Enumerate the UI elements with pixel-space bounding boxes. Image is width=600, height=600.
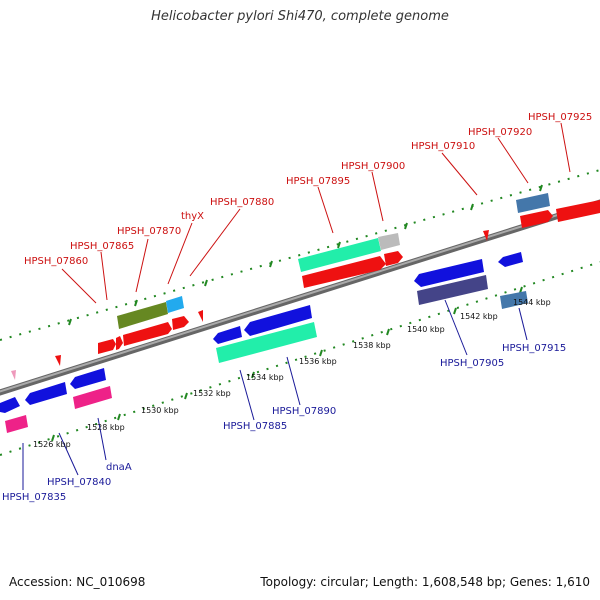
- top-labels: HPSH_07860 HPSH_07865 HPSH_07870 thyX HP…: [24, 112, 592, 267]
- kbp-label: 1540 kbp: [407, 325, 445, 334]
- gene-blue-3[interactable]: [70, 368, 106, 389]
- genome-backbone: [0, 199, 600, 396]
- gene-label[interactable]: HPSH_07890: [272, 406, 336, 417]
- gene-blue-6[interactable]: [414, 259, 484, 287]
- gene-red-arrow-1[interactable]: [98, 339, 116, 354]
- gene-red-arrow-4[interactable]: [172, 316, 189, 330]
- red-triangle-marker: [55, 355, 61, 366]
- gene-label[interactable]: dnaA: [106, 462, 132, 473]
- upper-tick-line: [0, 169, 600, 341]
- gene-label[interactable]: HPSH_07905: [440, 358, 504, 369]
- gene-label[interactable]: HPSH_07900: [341, 161, 405, 172]
- gene-teal-1[interactable]: [298, 238, 381, 272]
- kbp-label: 1536 kbp: [299, 357, 337, 366]
- topology-text: Topology: circular; Length: 1,608,548 bp…: [260, 575, 590, 589]
- gene-red-arrow-7[interactable]: [520, 210, 553, 228]
- gene-label[interactable]: thyX: [181, 211, 204, 222]
- gene-steel-1[interactable]: [516, 193, 550, 213]
- gene-red-arrow-6[interactable]: [384, 251, 403, 266]
- gene-label[interactable]: HPSH_07925: [528, 112, 592, 123]
- gene-blue-1[interactable]: [0, 397, 20, 413]
- kbp-label: 1532 kbp: [193, 389, 231, 398]
- forward-genes: [98, 193, 600, 354]
- kbp-label: 1544 kbp: [513, 298, 551, 307]
- gene-label[interactable]: HPSH_07910: [411, 141, 475, 152]
- kbp-label: 1542 kbp: [460, 312, 498, 321]
- gene-navy[interactable]: [417, 275, 488, 305]
- bottom-labels: HPSH_07835 HPSH_07840 dnaA HPSH_07885 HP…: [2, 343, 566, 503]
- bottom-leader-lines: [22, 299, 528, 490]
- gene-red-arrow-2[interactable]: [116, 336, 123, 350]
- gene-label[interactable]: HPSH_07895: [286, 176, 350, 187]
- markers: [11, 230, 489, 380]
- gene-olive[interactable]: [117, 302, 168, 329]
- gene-red-arrow-5[interactable]: [302, 256, 386, 288]
- lower-major-ticks: [51, 286, 523, 442]
- gene-label[interactable]: HPSH_07870: [117, 226, 181, 237]
- gene-gray[interactable]: [378, 233, 400, 250]
- gene-cyan[interactable]: [166, 296, 184, 313]
- gene-blue-7[interactable]: [498, 252, 523, 267]
- reverse-genes: [0, 252, 528, 433]
- gene-label[interactable]: HPSH_07860: [24, 256, 88, 267]
- kbp-label: 1526 kbp: [33, 440, 71, 449]
- kbp-label: 1530 kbp: [141, 406, 179, 415]
- gene-steel-2[interactable]: [500, 291, 528, 309]
- red-triangle-marker: [198, 310, 203, 322]
- map-title: Helicobacter pylori Shi470, complete gen…: [151, 9, 449, 24]
- gene-pink-1[interactable]: [5, 415, 28, 433]
- kbp-label: 1534 kbp: [246, 373, 284, 382]
- gene-pink-2[interactable]: [73, 386, 112, 409]
- gene-blue-4[interactable]: [213, 326, 242, 344]
- gene-red-arrow-3[interactable]: [123, 322, 172, 346]
- top-leader-lines: [61, 122, 571, 304]
- gene-label[interactable]: HPSH_07915: [502, 343, 566, 354]
- gene-label[interactable]: HPSH_07840: [47, 477, 111, 488]
- gene-blue-2[interactable]: [25, 382, 67, 405]
- gene-label[interactable]: HPSH_07880: [210, 197, 274, 208]
- kbp-label: 1538 kbp: [353, 341, 391, 350]
- upper-major-ticks: [68, 184, 543, 326]
- gene-teal-2[interactable]: [216, 322, 317, 363]
- kbp-label: 1528 kbp: [87, 423, 125, 432]
- gene-label[interactable]: HPSH_07920: [468, 127, 532, 138]
- gene-red-arrow-8[interactable]: [556, 200, 600, 222]
- gene-label[interactable]: HPSH_07835: [2, 492, 66, 503]
- position-labels: 1526 kbp 1528 kbp 1530 kbp 1532 kbp 1534…: [33, 298, 551, 449]
- gene-label[interactable]: HPSH_07885: [223, 421, 287, 432]
- accession-text: Accession: NC_010698: [9, 575, 146, 589]
- gene-label[interactable]: HPSH_07865: [70, 241, 134, 252]
- red-triangle-marker: [483, 230, 489, 241]
- pink-triangle-marker: [11, 370, 16, 380]
- gene-blue-5[interactable]: [244, 305, 312, 336]
